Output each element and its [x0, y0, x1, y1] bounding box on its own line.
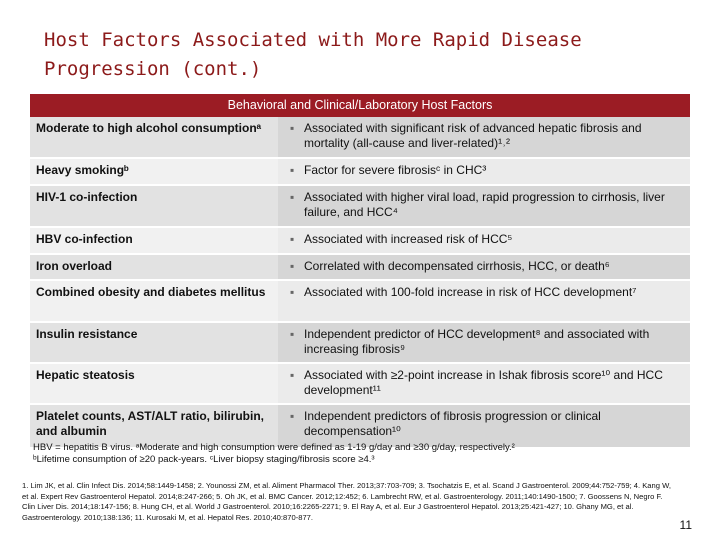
table-row: HIV-1 co-infection ▪ Associated with high… [30, 186, 690, 228]
bullet-icon: ▪ [290, 121, 295, 135]
detail-cell: ▪ Associated with higher viral load, rapi… [278, 186, 690, 226]
table-header: Behavioral and Clinical/Laboratory Host … [30, 94, 690, 117]
factor-cell: HIV-1 co-infection [30, 186, 278, 226]
bullet-icon: ▪ [290, 259, 295, 273]
footnotes: HBV = hepatitis B virus. ᵃModerate and h… [33, 442, 693, 466]
bullet-icon: ▪ [290, 285, 295, 299]
bullet-icon: ▪ [290, 232, 295, 246]
detail-cell: ▪ Associated with 100-fold increase in ri… [278, 281, 690, 321]
footnote-line: ᵇLifetime consumption of ≥20 pack-years.… [33, 454, 375, 465]
bullet-icon: ▪ [290, 327, 295, 341]
detail-cell: ▪ Associated with ≥2-point increase in Is… [278, 364, 690, 403]
table-row: Iron overload ▪ Correlated with decompens… [30, 255, 690, 281]
detail-text: Associated with 100-fold increase in ris… [304, 285, 637, 299]
detail-text: Associated with higher viral load, rapid… [304, 190, 665, 219]
detail-cell: ▪ Independent predictor of HCC developmen… [278, 323, 690, 362]
detail-text: Correlated with decompensated cirrhosis,… [304, 259, 610, 273]
footnote-line: HBV = hepatitis B virus. ᵃModerate and h… [33, 442, 515, 453]
detail-text: Factor for severe fibrosisᶜ in CHC³ [304, 163, 487, 177]
table-row: Insulin resistance ▪ Independent predicto… [30, 323, 690, 364]
factor-cell: Hepatic steatosis [30, 364, 278, 403]
detail-cell: ▪ Independent predictors of fibrosis prog… [278, 405, 690, 447]
factor-cell: Insulin resistance [30, 323, 278, 362]
bullet-icon: ▪ [290, 409, 295, 423]
detail-cell: ▪ Associated with increased risk of HCC⁵ [278, 228, 690, 253]
slide-title: Host Factors Associated with More Rapid … [44, 29, 582, 80]
detail-text: Associated with increased risk of HCC⁵ [304, 232, 513, 246]
detail-cell: ▪ Associated with significant risk of adv… [278, 117, 690, 157]
factor-cell: HBV co-infection [30, 228, 278, 253]
bullet-icon: ▪ [290, 190, 295, 204]
detail-cell: ▪ Correlated with decompensated cirrhosis… [278, 255, 690, 279]
detail-text: Independent predictor of HCC development… [304, 327, 650, 356]
table-row: HBV co-infection ▪ Associated with increa… [30, 228, 690, 255]
factor-cell: Heavy smokingᵇ [30, 159, 278, 184]
factor-cell: Iron overload [30, 255, 278, 279]
factor-cell: Combined obesity and diabetes mellitus [30, 281, 278, 321]
bullet-icon: ▪ [290, 368, 295, 382]
factor-cell: Platelet counts, AST/ALT ratio, bilirubi… [30, 405, 278, 447]
references: 1. Lim JK, et al. Clin Infect Dis. 2014;… [22, 481, 671, 522]
detail-cell: ▪ Factor for severe fibrosisᶜ in CHC³ [278, 159, 690, 184]
detail-text: Associated with significant risk of adva… [304, 121, 642, 150]
table-row: Combined obesity and diabetes mellitus ▪… [30, 281, 690, 323]
detail-text: Associated with ≥2-point increase in Ish… [304, 368, 663, 397]
table-row: Moderate to high alcohol consumptionᵃ ▪ A… [30, 117, 690, 159]
bullet-icon: ▪ [290, 163, 295, 177]
factor-cell: Moderate to high alcohol consumptionᵃ [30, 117, 278, 157]
host-factors-table: Behavioral and Clinical/Laboratory Host … [30, 94, 690, 449]
detail-text: Independent predictors of fibrosis progr… [304, 409, 601, 438]
table-row: Platelet counts, AST/ALT ratio, bilirubi… [30, 405, 690, 449]
page-number: 11 [679, 518, 692, 532]
table-row: Hepatic steatosis ▪ Associated with ≥2-po… [30, 364, 690, 405]
table-row: Heavy smokingᵇ ▪ Factor for severe fibros… [30, 159, 690, 186]
